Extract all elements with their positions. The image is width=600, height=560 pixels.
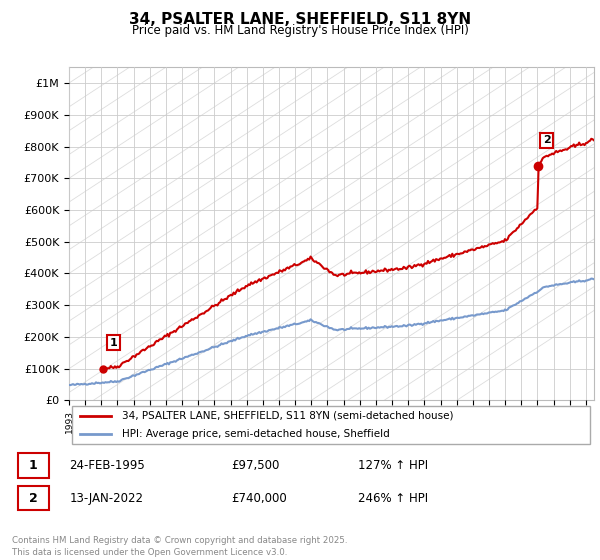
FancyBboxPatch shape <box>18 486 49 511</box>
Text: 1: 1 <box>110 338 118 348</box>
Text: £740,000: £740,000 <box>231 492 287 505</box>
Text: Price paid vs. HM Land Registry's House Price Index (HPI): Price paid vs. HM Land Registry's House … <box>131 24 469 36</box>
Text: 2: 2 <box>29 492 38 505</box>
Text: 127% ↑ HPI: 127% ↑ HPI <box>358 459 428 472</box>
FancyBboxPatch shape <box>18 453 49 478</box>
Text: HPI: Average price, semi-detached house, Sheffield: HPI: Average price, semi-detached house,… <box>121 430 389 439</box>
Text: 246% ↑ HPI: 246% ↑ HPI <box>358 492 428 505</box>
Text: 34, PSALTER LANE, SHEFFIELD, S11 8YN (semi-detached house): 34, PSALTER LANE, SHEFFIELD, S11 8YN (se… <box>121 411 453 421</box>
Text: 2: 2 <box>543 136 551 146</box>
Text: £97,500: £97,500 <box>231 459 279 472</box>
FancyBboxPatch shape <box>71 407 590 444</box>
Text: 1: 1 <box>29 459 38 472</box>
Text: 34, PSALTER LANE, SHEFFIELD, S11 8YN: 34, PSALTER LANE, SHEFFIELD, S11 8YN <box>129 12 471 27</box>
Text: 24-FEB-1995: 24-FEB-1995 <box>70 459 145 472</box>
Text: 13-JAN-2022: 13-JAN-2022 <box>70 492 143 505</box>
Text: Contains HM Land Registry data © Crown copyright and database right 2025.
This d: Contains HM Land Registry data © Crown c… <box>12 536 347 557</box>
